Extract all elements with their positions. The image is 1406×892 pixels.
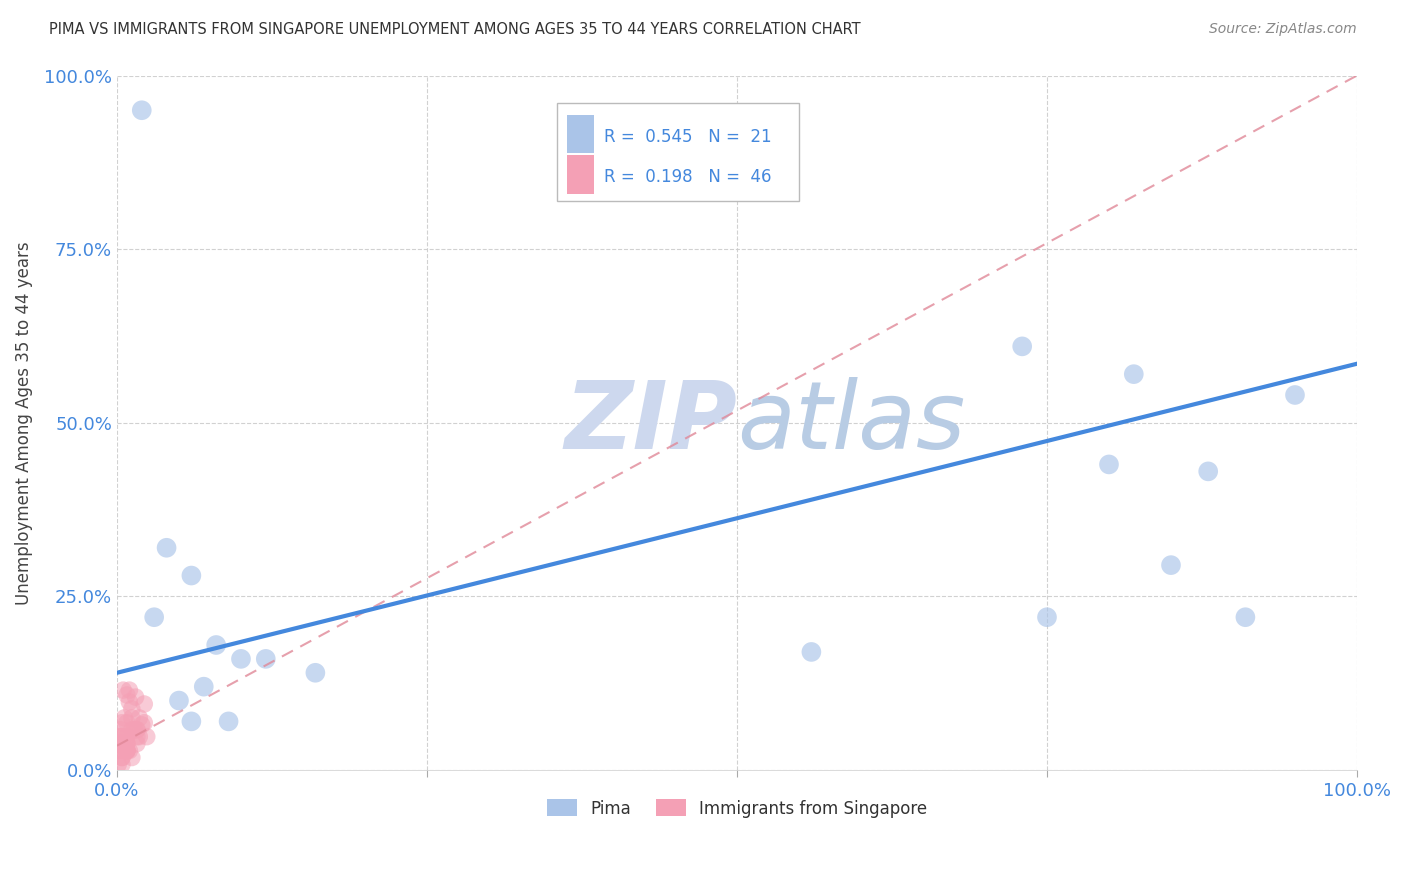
Point	[107, 743, 129, 757]
Point	[121, 711, 143, 725]
Point	[121, 750, 143, 764]
FancyBboxPatch shape	[557, 103, 799, 201]
Point	[115, 743, 138, 757]
Point	[111, 737, 134, 751]
Text: atlas: atlas	[737, 377, 966, 468]
Point	[118, 695, 141, 709]
Point	[1036, 610, 1059, 624]
Point	[112, 711, 135, 725]
Point	[115, 737, 138, 751]
Point	[1284, 388, 1306, 402]
Point	[1234, 610, 1257, 624]
Point	[118, 743, 141, 757]
Point	[131, 103, 153, 118]
Point	[115, 743, 138, 757]
Point	[218, 714, 240, 729]
Point	[167, 693, 190, 707]
Point	[115, 688, 138, 702]
Point	[112, 683, 135, 698]
Point	[111, 757, 134, 772]
Point	[115, 743, 138, 757]
Point	[128, 730, 150, 744]
Text: ZIP: ZIP	[564, 376, 737, 469]
Point	[118, 683, 141, 698]
Point	[111, 737, 134, 751]
Point	[134, 697, 156, 711]
Point	[180, 714, 202, 729]
Point	[125, 737, 148, 751]
Bar	[567, 115, 595, 153]
Point	[107, 757, 129, 772]
Point	[124, 690, 146, 704]
Point	[1011, 339, 1033, 353]
Point	[115, 730, 138, 744]
Text: R =  0.545   N =  21: R = 0.545 N = 21	[605, 128, 772, 145]
Point	[107, 730, 129, 744]
Point	[1197, 464, 1219, 478]
Point	[125, 723, 148, 737]
Point	[254, 652, 277, 666]
Text: Source: ZipAtlas.com: Source: ZipAtlas.com	[1209, 22, 1357, 37]
Point	[124, 723, 146, 737]
Point	[229, 652, 252, 666]
Text: PIMA VS IMMIGRANTS FROM SINGAPORE UNEMPLOYMENT AMONG AGES 35 TO 44 YEARS CORRELA: PIMA VS IMMIGRANTS FROM SINGAPORE UNEMPL…	[49, 22, 860, 37]
Point	[193, 680, 215, 694]
Y-axis label: Unemployment Among Ages 35 to 44 years: Unemployment Among Ages 35 to 44 years	[15, 241, 32, 605]
Point	[1122, 367, 1144, 381]
Point	[128, 711, 150, 725]
Point	[131, 718, 153, 732]
Point	[111, 750, 134, 764]
Point	[125, 723, 148, 737]
Point	[155, 541, 177, 555]
Point	[135, 730, 157, 744]
Point	[110, 723, 132, 737]
Point	[111, 750, 134, 764]
Point	[304, 665, 326, 680]
Point	[115, 737, 138, 751]
Point	[121, 723, 143, 737]
Legend: Pima, Immigrants from Singapore: Pima, Immigrants from Singapore	[540, 793, 934, 824]
Bar	[567, 155, 595, 194]
Point	[111, 737, 134, 751]
Point	[125, 730, 148, 744]
Point	[115, 743, 138, 757]
Point	[1160, 558, 1182, 573]
Point	[1098, 458, 1121, 472]
Point	[111, 737, 134, 751]
Point	[205, 638, 228, 652]
Point	[115, 715, 138, 730]
Point	[134, 715, 156, 730]
Point	[121, 702, 143, 716]
Point	[107, 737, 129, 751]
Point	[143, 610, 166, 624]
Point	[111, 730, 134, 744]
Text: R =  0.198   N =  46: R = 0.198 N = 46	[605, 168, 772, 186]
Point	[800, 645, 823, 659]
Point	[111, 715, 134, 730]
Point	[111, 743, 134, 757]
Point	[180, 568, 202, 582]
Point	[110, 730, 132, 744]
